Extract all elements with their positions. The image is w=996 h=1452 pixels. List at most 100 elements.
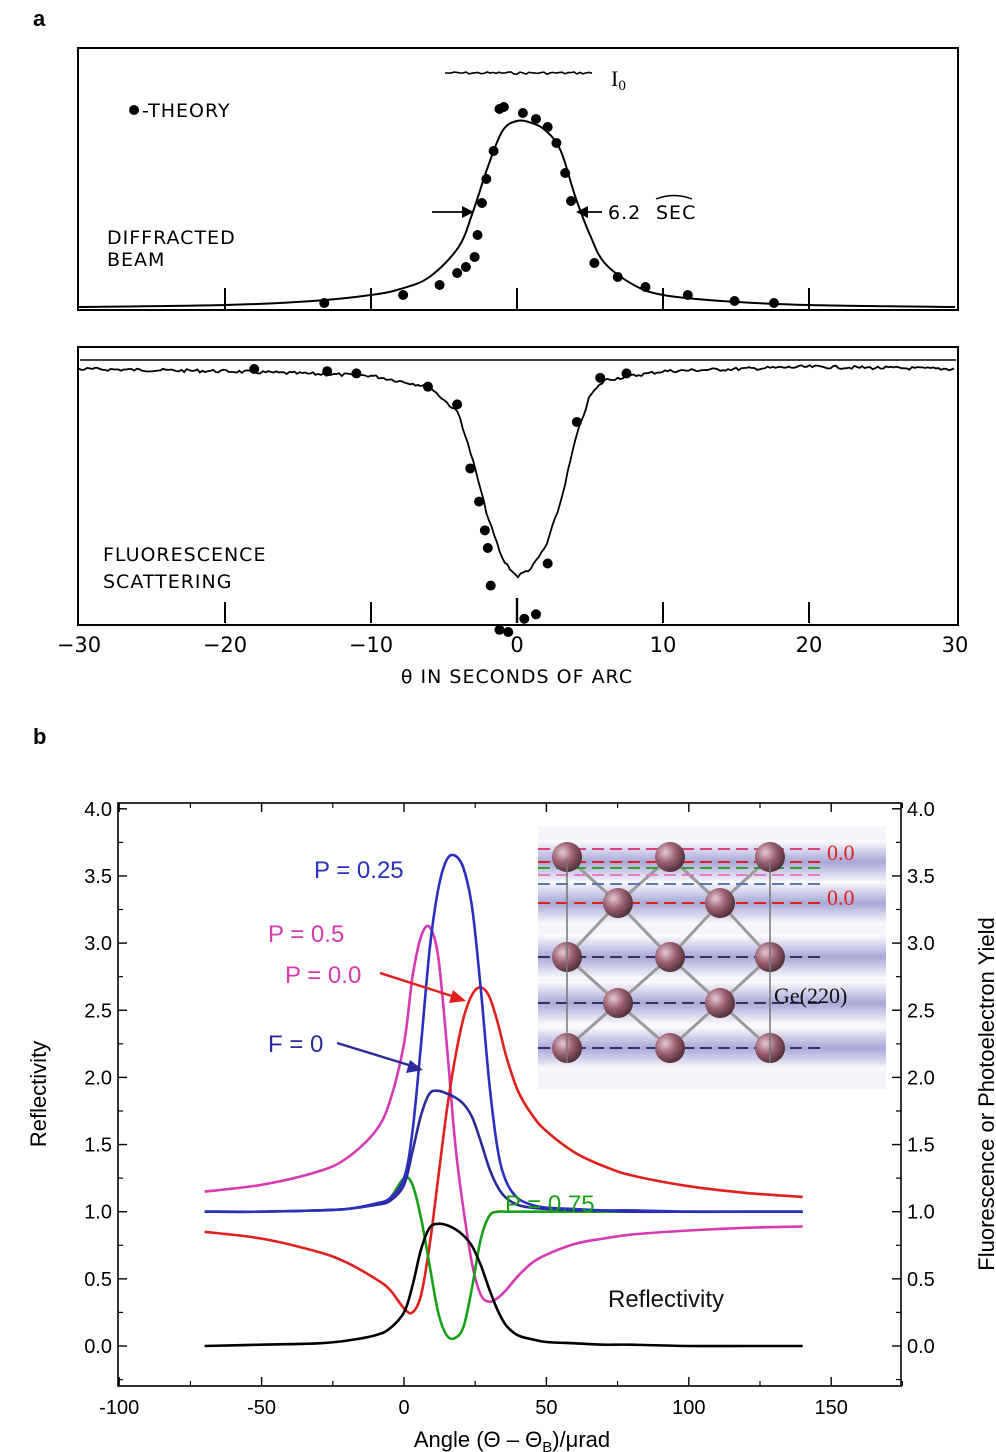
curve-p-0-0	[204, 986, 803, 1315]
theory-point	[571, 417, 582, 428]
theory-point	[682, 290, 693, 300]
theory-point	[595, 372, 606, 383]
label-p025: P = 0.25	[314, 857, 404, 884]
y-tick-label-left: 1.5	[84, 1135, 112, 1157]
y-tick-label-right: 3.0	[907, 933, 935, 955]
inset-atom	[603, 888, 633, 918]
panel-a-x-tick-labels: −30 −20 −10 0 10 20 30	[57, 633, 969, 657]
panel-a-letter: a	[33, 6, 46, 31]
x-tick-label: 10	[650, 633, 677, 657]
panel-a-xlabel: θ IN SECONDS OF ARC	[401, 666, 633, 688]
curve-f-0	[204, 1089, 803, 1214]
panel-b-ticks	[118, 803, 904, 1386]
theory-point	[503, 626, 514, 637]
x-tick-label: 0	[510, 633, 523, 657]
theory-point	[542, 122, 553, 132]
theory-point	[485, 580, 496, 591]
y-tick-label-right: 4.0	[907, 799, 935, 821]
crystal-structure-inset: 0.0 0.0 Ge(220)	[538, 827, 886, 1089]
y-tick-label-left: 0.0	[84, 1336, 112, 1358]
inset-atom	[603, 988, 633, 1018]
y-tick-label-right: 2.5	[907, 1000, 935, 1022]
inset-atom	[552, 842, 582, 872]
theory-point	[479, 525, 490, 536]
inset-atom	[655, 842, 685, 872]
y-tick-label-left: 3.5	[84, 866, 112, 888]
theory-point	[517, 108, 528, 118]
x-tick-label: −10	[349, 633, 393, 657]
label-p00: P = 0.0	[285, 962, 361, 989]
diffracted-theory-points	[319, 102, 779, 308]
theory-point	[422, 381, 433, 392]
x-tick-label: -50	[247, 1397, 276, 1419]
diffracted-label-line2: BEAM	[107, 249, 165, 271]
x-tick-label: 100	[672, 1397, 705, 1419]
panel-a-top-frame	[77, 47, 959, 311]
theory-point	[621, 368, 632, 379]
fwhm-unit: SEC	[656, 202, 696, 224]
theory-legend-marker	[129, 105, 139, 115]
panel-b-ylabel-right: Fluorescence or Photoelectron Yield	[974, 917, 996, 1270]
fluorescence-curve	[78, 364, 955, 579]
inset-atom	[755, 842, 785, 872]
theory-point	[551, 138, 562, 148]
diffracted-beam-curve	[78, 119, 956, 308]
inset-label-ge: Ge(220)	[774, 983, 847, 1008]
theory-point	[768, 298, 779, 308]
theory-point	[452, 399, 463, 410]
fwhm-value: 6.2	[608, 202, 641, 224]
y-tick-label-right: 3.5	[907, 866, 935, 888]
theory-point	[530, 609, 541, 620]
theory-point	[322, 366, 333, 377]
theory-point	[351, 368, 362, 379]
theory-point	[612, 272, 623, 282]
x-tick-label: −30	[57, 633, 101, 657]
panel-b-plot: 0.0 0.5 1.0 1.5 2.0 2.5 3.0 3.5 4.0 0.0 0.5 1.0 1.5…	[26, 799, 996, 1452]
inset-label-top: 0.0	[827, 840, 855, 865]
y-tick-label-left: 2.0	[84, 1067, 112, 1089]
theory-point	[488, 146, 499, 156]
x-tick-label: 30	[942, 633, 969, 657]
theory-point	[249, 364, 260, 374]
curve-reflectivity	[204, 1222, 803, 1348]
panel-b-x-tick-labels: -100 -50 0 50 100 150	[99, 1397, 848, 1419]
theory-point	[519, 613, 530, 624]
inset-atom	[705, 988, 735, 1018]
fwhm-arrow-left	[432, 206, 474, 218]
inset-atom	[705, 888, 735, 918]
theory-point	[460, 262, 471, 272]
theory-point	[472, 230, 483, 240]
theory-point	[589, 258, 600, 268]
y-tick-label-right: 0.5	[907, 1269, 935, 1291]
y-tick-label-right: 0.0	[907, 1336, 935, 1358]
panel-b-curves	[204, 853, 803, 1348]
theory-point	[398, 290, 409, 300]
label-f0: F = 0	[268, 1031, 323, 1058]
y-tick-label-left: 3.0	[84, 933, 112, 955]
arrow-f0	[336, 1041, 423, 1073]
y-tick-label-right: 1.0	[907, 1202, 935, 1224]
x-tick-label: −20	[203, 633, 247, 657]
io-trace	[445, 71, 593, 76]
theory-point	[494, 624, 505, 635]
inset-atom	[655, 1033, 685, 1063]
curve-p-0-5	[204, 924, 803, 1304]
fluorescence-label-line1: FLUORESCENCE	[103, 544, 266, 566]
theory-point	[530, 114, 541, 124]
x-tick-label: -100	[99, 1397, 139, 1419]
x-tick-label: 50	[535, 1397, 557, 1419]
y-tick-label-left: 0.5	[84, 1269, 112, 1291]
inset-label-mid: 0.0	[827, 885, 855, 910]
panel-b-letter: b	[33, 724, 46, 749]
theory-point	[640, 282, 651, 292]
theory-point	[319, 298, 330, 308]
y-tick-label-left: 4.0	[84, 799, 112, 821]
panel-b-ylabel-left: Reflectivity	[26, 1041, 51, 1147]
inset-atom	[655, 942, 685, 972]
theory-point	[560, 168, 571, 178]
theory-point	[481, 174, 492, 184]
y-tick-label-right: 1.5	[907, 1135, 935, 1157]
panel-b-y-tick-labels-left: 0.0 0.5 1.0 1.5 2.0 2.5 3.0 3.5 4.0	[84, 799, 112, 1358]
theory-point	[498, 102, 509, 112]
